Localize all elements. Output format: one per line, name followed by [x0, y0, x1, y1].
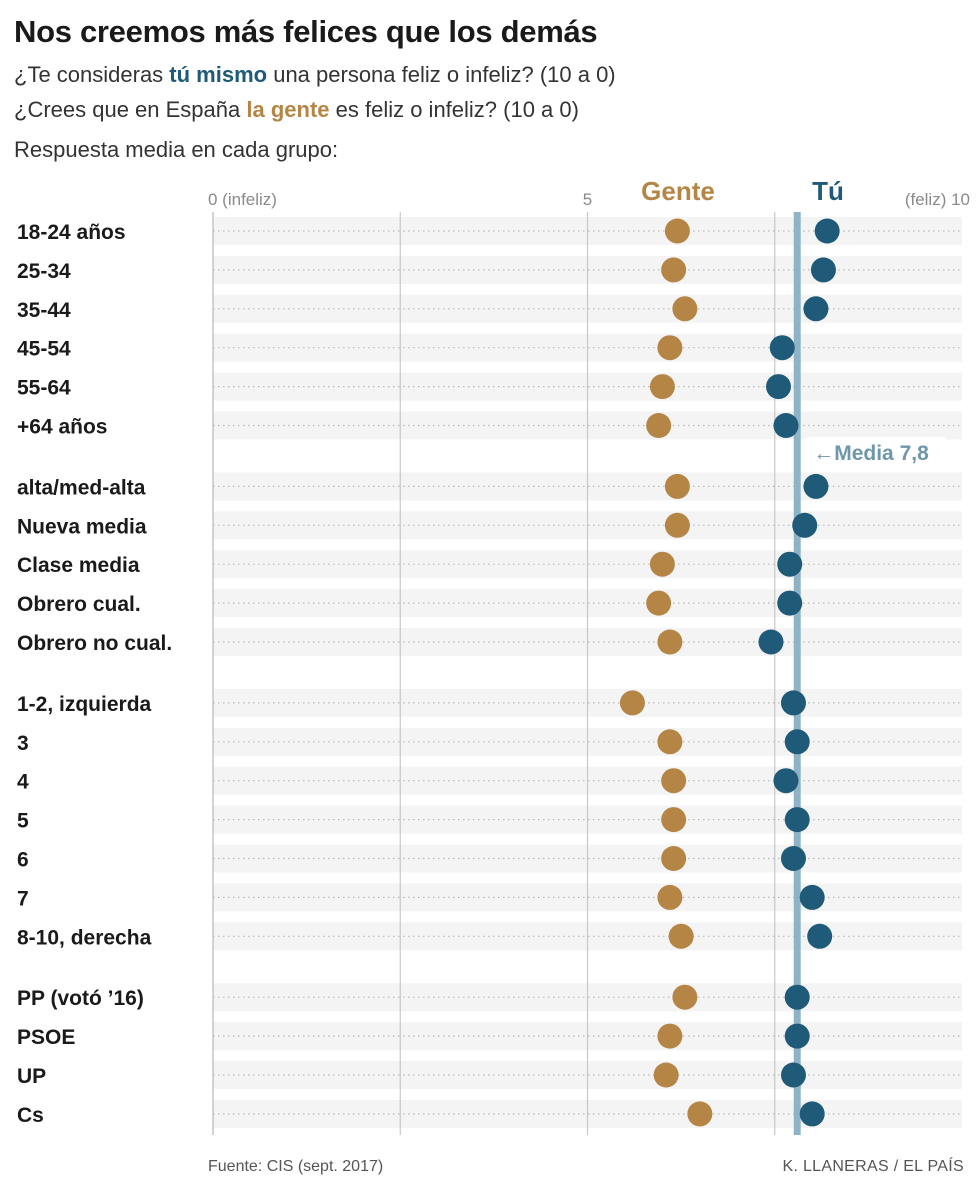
row-label: 35-44 [17, 299, 71, 322]
dot-tu [769, 335, 795, 361]
series-label-gente: Gente [641, 176, 715, 206]
dot-gente [661, 846, 687, 871]
x-tick-label: 5 [583, 190, 592, 209]
dot-gente [649, 374, 675, 400]
dot-gente [664, 473, 690, 499]
source-note: Fuente: CIS (sept. 2017) [208, 1158, 384, 1175]
dot-tu [780, 1062, 806, 1088]
credit-note: K. LLANERAS / EL PAÍS [782, 1158, 964, 1175]
dot-tu [780, 690, 806, 716]
row-label: PSOE [17, 1026, 75, 1049]
row-label: Clase media [17, 554, 140, 577]
row-label: 3 [17, 732, 29, 755]
row-label: 1-2, izquierda [17, 693, 152, 716]
dot-gente [657, 1023, 683, 1049]
row-label: Obrero no cual. [17, 632, 172, 655]
dot-gente [657, 884, 683, 910]
dot-tu [784, 807, 810, 833]
row-label: PP (votó ’16) [17, 987, 144, 1010]
row-label: 6 [17, 849, 29, 872]
subtitle-note: Respuesta media en cada grupo: [14, 137, 339, 162]
dot-tu [784, 984, 810, 1010]
dot-gente [661, 807, 687, 833]
dot-tu [807, 923, 833, 949]
dot-tu [773, 768, 799, 794]
dot-tu [810, 257, 836, 283]
row-label: Cs [17, 1104, 44, 1127]
mean-label: ←Media 7,8 [813, 442, 929, 465]
dot-gente [664, 512, 690, 538]
dot-tu [773, 413, 799, 438]
dot-tu [803, 296, 829, 322]
row-label: 18-24 años [17, 221, 126, 244]
subtitle-tu: ¿Te consideras tú mismo una persona feli… [14, 62, 616, 87]
series-label-tu: Tú [812, 176, 844, 206]
x-tick-label: 0 (infeliz) [208, 190, 277, 209]
row-label: 45-54 [17, 338, 71, 361]
dot-gente [657, 729, 683, 755]
dot-gente [661, 257, 687, 283]
dot-tu [758, 629, 784, 655]
dot-tu [777, 590, 803, 616]
subtitle-gente: ¿Crees que en España la gente es feliz o… [14, 97, 579, 122]
dot-gente [646, 413, 672, 438]
mean-label-bg [807, 437, 946, 467]
chart-title: Nos creemos más felices que los demás [14, 14, 598, 49]
row-label: +64 años [17, 416, 107, 439]
dot-tu [799, 1101, 825, 1127]
row-label: 4 [17, 771, 29, 794]
dot-tu [799, 884, 825, 910]
row-label: alta/med-alta [17, 476, 146, 499]
dot-tu [765, 374, 791, 400]
dot-gente [661, 768, 687, 794]
row-label: Nueva media [17, 515, 147, 538]
dot-gente [646, 590, 672, 616]
x-tick-label: (feliz) 10 [905, 190, 970, 209]
dot-gente [672, 296, 698, 322]
dot-gente [653, 1062, 679, 1088]
dot-tu [784, 729, 810, 755]
dot-tu [777, 551, 803, 577]
row-label: 25-34 [17, 260, 71, 283]
dot-tu [792, 512, 818, 538]
row-label: 8-10, derecha [17, 926, 152, 949]
row-label: UP [17, 1065, 46, 1088]
dot-tu [780, 846, 806, 871]
row-label: 7 [17, 887, 29, 910]
dot-gente [649, 551, 675, 577]
row-label: 5 [17, 810, 29, 833]
dot-gente [668, 923, 694, 949]
dot-tu [803, 473, 829, 499]
dot-tu [814, 218, 840, 244]
dot-gente [687, 1101, 713, 1127]
row-label: 55-64 [17, 377, 71, 400]
dot-gente [657, 629, 683, 655]
dot-gente [664, 218, 690, 244]
dot-gente [672, 984, 698, 1010]
row-label: Obrero cual. [17, 593, 141, 616]
dot-gente [619, 690, 645, 716]
dot-gente [657, 335, 683, 361]
dot-tu [784, 1023, 810, 1049]
